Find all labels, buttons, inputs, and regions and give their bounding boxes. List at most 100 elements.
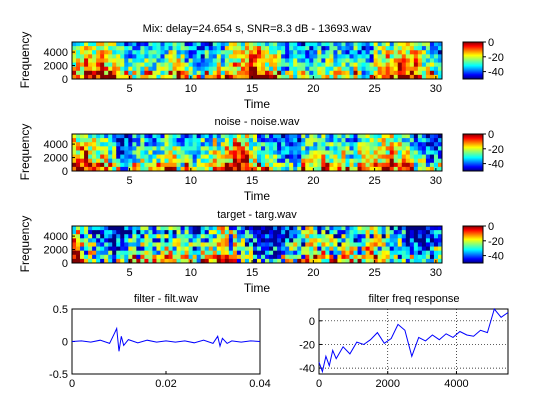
spectrogram-cell (337, 70, 342, 76)
spectrogram-cell (353, 138, 359, 143)
spectrogram-cell (277, 250, 282, 256)
spectrogram-cell (200, 46, 206, 51)
spectrogram-cell (216, 234, 222, 239)
spectrogram-cell (84, 230, 89, 235)
spectrogram-cell (281, 142, 286, 147)
spectrogram-cell (128, 134, 133, 139)
spectrogram-cell (108, 66, 113, 72)
spectrogram-cell (240, 138, 246, 143)
spectrogram-cell (277, 50, 282, 55)
spectrogram-cell (313, 66, 318, 72)
spectrogram-cell (176, 258, 182, 264)
spectrogram-cell (120, 242, 125, 248)
spectrogram-cell (381, 150, 387, 156)
spectrogram-cell (176, 66, 182, 72)
spectrogram-cell (172, 54, 178, 59)
spectrogram-cell (393, 138, 399, 143)
spectrogram-cell (152, 74, 157, 80)
spectrogram-cell (321, 154, 326, 160)
spectrogram-cell (196, 142, 202, 147)
spectrogram-cell (405, 226, 411, 231)
spectrogram-cell (144, 58, 149, 64)
spectrogram-cell (277, 42, 282, 47)
spectrogram-cell (152, 66, 157, 72)
spectrogram-cell (140, 150, 145, 156)
spectrogram-cell (421, 250, 427, 256)
spectrogram-cell (164, 70, 170, 76)
spectrogram-cell (289, 154, 294, 160)
spectrogram-cell (385, 58, 391, 64)
spectrogram-cell (108, 54, 113, 59)
spectrogram-cell (281, 74, 286, 80)
spectrogram-cell (176, 250, 182, 256)
spectrogram-cell (220, 62, 226, 68)
spectrogram-cell (156, 146, 161, 151)
spectrogram-cell (293, 166, 298, 172)
spectrogram-cell (397, 142, 403, 147)
spectrogram-cell (297, 54, 302, 59)
spectrogram-cell (244, 230, 250, 235)
spectrogram-cell (289, 66, 294, 72)
spectrogram-cell (100, 150, 105, 156)
spectrogram-cell (244, 70, 250, 76)
spectrogram-cell (216, 58, 222, 64)
spectrogram-cell (277, 142, 282, 147)
spectrogram-cell (365, 70, 371, 76)
spectrogram-cell (120, 166, 125, 172)
spectrogram-cell (252, 226, 258, 231)
spectrogram-cell (88, 162, 93, 168)
spectrogram-cell (104, 62, 109, 68)
spectrogram-cell (188, 162, 194, 168)
spectrogram-cell (108, 162, 113, 168)
spectrogram-cell (228, 254, 234, 260)
spectrogram-cell (429, 234, 435, 239)
spectrogram-cell (325, 142, 330, 147)
spectrogram-cell (353, 150, 359, 156)
spectrogram-cell (224, 138, 230, 143)
spectrogram-cell (200, 74, 206, 80)
spectrogram-cell (144, 134, 149, 139)
spectrogram-cell (337, 246, 342, 252)
x-tick-label: 25 (368, 175, 380, 187)
spectrogram-cell (421, 58, 427, 64)
spectrogram-cell (136, 146, 141, 151)
spectrogram-cell (212, 234, 218, 239)
spectrogram-cell (156, 250, 161, 256)
spectrogram-cell (252, 42, 258, 47)
spectrogram-cell (200, 254, 206, 260)
spectrogram-cell (200, 158, 206, 164)
spectrogram-cell (257, 234, 262, 239)
spectrogram-cell (305, 154, 310, 160)
spectrogram-cell (393, 242, 399, 248)
spectrogram-cell (265, 250, 270, 256)
spectrogram-ylabel: Frequency (18, 124, 32, 181)
spectrogram-cell (244, 254, 250, 260)
spectrogram-cell (337, 62, 342, 68)
spectrogram-cell (365, 138, 371, 143)
spectrogram-cell (112, 46, 117, 51)
spectrogram-cell (385, 166, 391, 172)
spectrogram-cell (80, 62, 85, 68)
spectrogram-cell (92, 42, 97, 47)
spectrogram-cell (184, 258, 190, 264)
spectrogram-cell (148, 250, 153, 256)
spectrogram-cell (164, 258, 170, 264)
spectrogram-cell (104, 158, 109, 164)
spectrogram-cell (361, 54, 367, 59)
spectrogram-x-ticks: 5 10 15 20 25 30 (127, 260, 442, 279)
spectrogram-cell (116, 154, 121, 160)
y-tick-label: -0.5 (49, 369, 68, 381)
spectrogram-cell (144, 66, 149, 72)
spectrogram-cell (341, 154, 346, 160)
spectrogram-cell (389, 42, 395, 47)
spectrogram-cell (92, 166, 97, 172)
spectrogram-cell (337, 66, 342, 72)
spectrogram-cell (124, 162, 129, 168)
spectrogram-cell (333, 54, 338, 59)
spectrogram-cell (369, 134, 375, 139)
spectrogram-cell (305, 234, 310, 239)
spectrogram-cell (305, 58, 310, 64)
spectrogram-cell (152, 258, 157, 264)
spectrogram-cell (160, 226, 165, 231)
spectrogram-cell (152, 246, 157, 252)
